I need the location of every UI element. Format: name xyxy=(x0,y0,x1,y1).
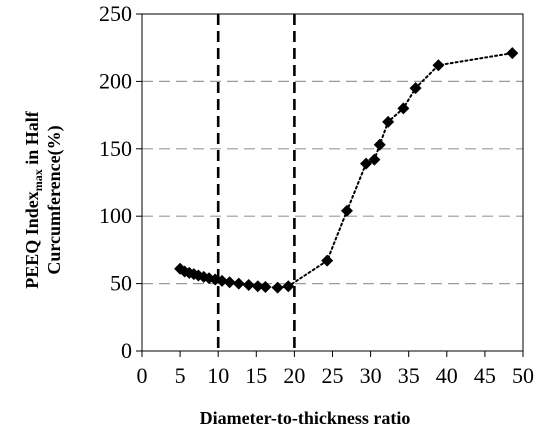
x-tick-label: 45 xyxy=(474,363,496,388)
x-tick-label: 30 xyxy=(360,363,382,388)
tick-labels: 0 50 100 150 200 250 0 5 10 15 20 25 30 35 40 45 50 xyxy=(99,1,534,388)
y-tick-label: 250 xyxy=(99,1,132,26)
grid-layer xyxy=(142,80,523,285)
x-tick-label: 25 xyxy=(322,363,344,388)
data-point xyxy=(251,280,264,293)
data-point xyxy=(506,47,519,60)
axis-layer xyxy=(136,13,524,357)
x-tick-label: 20 xyxy=(283,363,305,388)
y-axis-title-line2: Curcumference(%) xyxy=(44,125,65,274)
data-point xyxy=(397,102,410,115)
data-point xyxy=(409,82,422,95)
series-line-0 xyxy=(179,52,514,289)
series-layer xyxy=(174,47,519,294)
y-axis-title-line1: PEEQ Indexmax in Half xyxy=(22,110,45,289)
y-tick-label: 0 xyxy=(121,338,132,363)
data-point xyxy=(232,277,245,290)
y-axis-title: PEEQ Indexmax in Half Curcumference(%) xyxy=(22,110,65,289)
y-axis-title-subscript: max xyxy=(31,169,45,191)
x-tick-label: 15 xyxy=(245,363,267,388)
x-tick-label: 0 xyxy=(137,363,148,388)
y-tick-label: 200 xyxy=(99,68,132,93)
x-axis-title: Diameter-to-thickness ratio xyxy=(200,408,411,428)
data-point xyxy=(321,254,334,267)
data-point xyxy=(368,153,381,166)
data-point xyxy=(382,115,395,128)
x-tick-label: 35 xyxy=(398,363,420,388)
data-point xyxy=(242,278,255,291)
data-point xyxy=(373,138,386,151)
data-point xyxy=(216,274,229,287)
data-point xyxy=(340,204,353,217)
y-axis-title-main: PEEQ Index xyxy=(22,191,42,289)
y-tick-label: 50 xyxy=(110,271,132,296)
y-tick-label: 100 xyxy=(99,203,132,228)
y-tick-label: 150 xyxy=(99,136,132,161)
x-tick-label: 10 xyxy=(207,363,229,388)
data-point xyxy=(282,280,295,293)
x-tick-label: 40 xyxy=(436,363,458,388)
reference-lines xyxy=(216,14,296,351)
data-point xyxy=(271,281,284,294)
data-point xyxy=(360,157,373,170)
data-point xyxy=(223,276,236,289)
x-tick-label: 5 xyxy=(175,363,186,388)
plot-border xyxy=(141,13,524,352)
y-axis-title-tail: in Half xyxy=(22,110,42,169)
data-point xyxy=(259,280,272,293)
x-tick-label: 50 xyxy=(512,363,534,388)
data-point xyxy=(432,59,445,72)
